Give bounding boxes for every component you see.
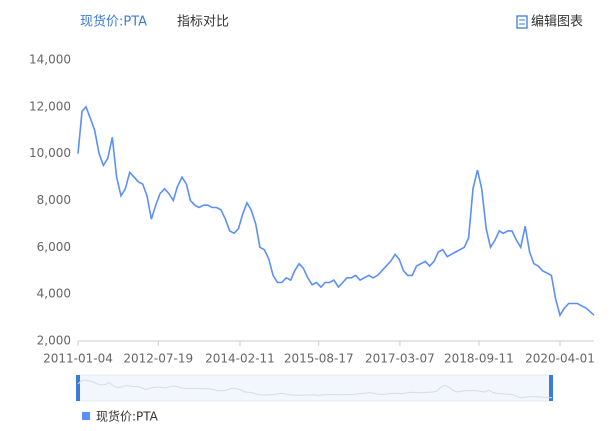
slider-handle[interactable] bbox=[76, 375, 80, 401]
slider-handle[interactable] bbox=[549, 375, 553, 401]
y-tick-label: 8,000 bbox=[37, 193, 71, 207]
x-tick-label: 2018-09-11 bbox=[444, 352, 514, 366]
y-tick-label: 4,000 bbox=[37, 287, 71, 301]
x-tick-label: 2015-08-17 bbox=[284, 352, 354, 366]
edit-icon[interactable] bbox=[516, 15, 528, 29]
x-tick-label: 2020-04-01 bbox=[525, 352, 595, 366]
x-tick-label: 2011-01-04 bbox=[43, 352, 113, 366]
legend-swatch bbox=[82, 412, 90, 420]
y-tick-label: 10,000 bbox=[29, 146, 71, 160]
y-tick-label: 12,000 bbox=[29, 99, 71, 113]
zoom-slider[interactable] bbox=[77, 374, 553, 402]
y-tick-label: 14,000 bbox=[29, 53, 71, 67]
x-tick-label: 2014-02-11 bbox=[205, 352, 275, 366]
preview-line bbox=[77, 379, 553, 399]
y-tick-label: 6,000 bbox=[37, 240, 71, 254]
y-tick-label: 2,000 bbox=[37, 334, 71, 348]
icon-frame bbox=[516, 15, 528, 29]
tab-active[interactable]: 现货价:PTA bbox=[80, 14, 147, 30]
x-tick-label: 2017-03-07 bbox=[365, 352, 435, 366]
x-tick-label: 2012-07-19 bbox=[123, 352, 193, 366]
tab[interactable]: 指标对比 bbox=[177, 15, 229, 30]
edit-button[interactable]: 编辑图表 bbox=[531, 15, 583, 30]
line bbox=[77, 105, 595, 318]
legend-label[interactable]: 现货价:PTA bbox=[96, 409, 159, 424]
